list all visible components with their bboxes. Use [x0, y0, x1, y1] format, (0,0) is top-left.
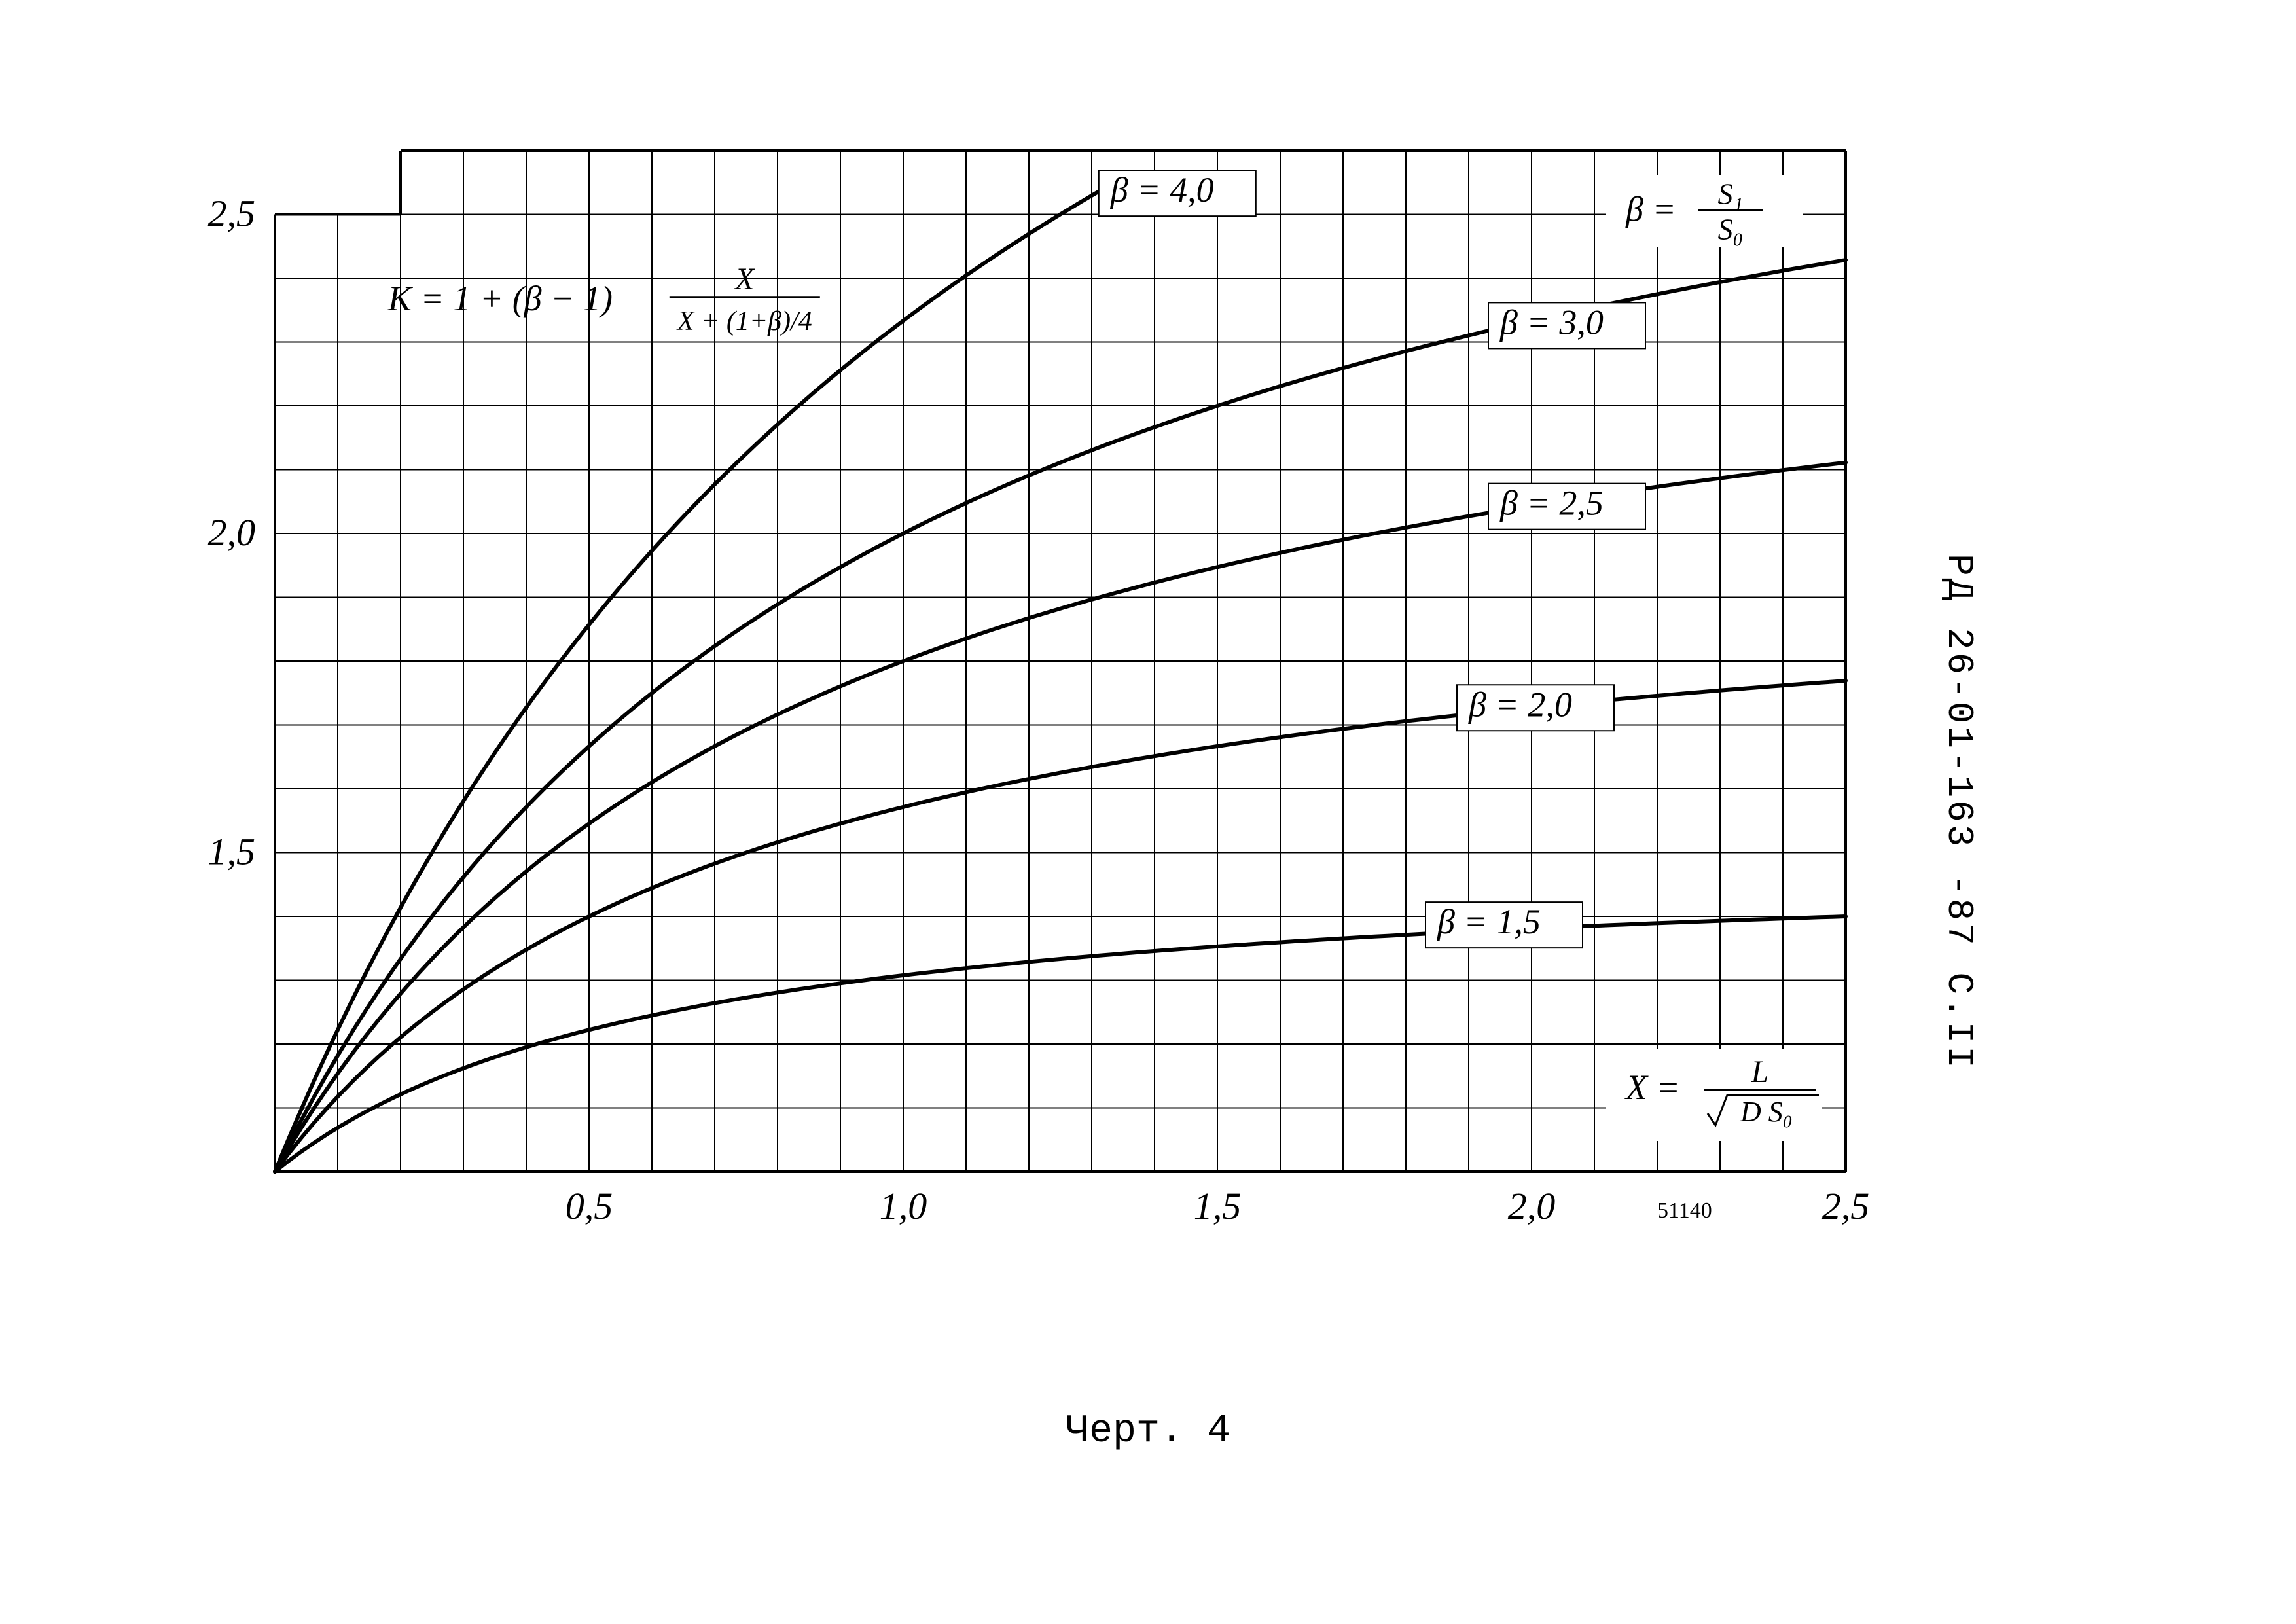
curve-label: β = 4,0: [1110, 170, 1214, 209]
svg-text:L: L: [1751, 1055, 1769, 1089]
y-tick-label: 1,5: [208, 831, 256, 873]
figure-caption: Черт. 4: [1066, 1409, 1230, 1454]
curve-label: β = 2,5: [1499, 484, 1604, 523]
svg-text:X: X: [734, 262, 755, 297]
svg-text:X + (1+β)/4: X + (1+β)/4: [676, 306, 812, 336]
svg-text:S₁: S₁: [1718, 177, 1744, 211]
chart-container: β = 4,0 β = 3,0 β = 2,5 β = 2,0 β = 1,5 1,5 2,…: [275, 151, 1846, 1254]
x-tick-label: 2,0: [1508, 1185, 1556, 1227]
svg-text:X =: X =: [1624, 1068, 1680, 1107]
x-tick-label: 0,5: [565, 1185, 613, 1227]
svg-text:S₀: S₀: [1718, 213, 1744, 246]
svg-text:β =: β =: [1625, 190, 1676, 229]
curve-label: β = 2,0: [1468, 685, 1572, 724]
x-tick-label: 1,5: [1194, 1185, 1242, 1227]
svg-text:K = 1 + (β − 1): K = 1 + (β − 1): [387, 279, 613, 318]
y-tick-label: 2,0: [208, 511, 256, 554]
chart-svg: β = 4,0 β = 3,0 β = 2,5 β = 2,0 β = 1,5 1,5 2,…: [275, 151, 1846, 1250]
x-tick-label: 2,5: [1822, 1185, 1870, 1227]
formula-beta: β = S₁S₀: [1606, 175, 1803, 247]
svg-text:D S₀: D S₀: [1740, 1096, 1793, 1128]
x-tick-label: 1,0: [880, 1185, 927, 1227]
formula-X: X = L D S₀: [1606, 1049, 1822, 1141]
page: β = 4,0 β = 3,0 β = 2,5 β = 2,0 β = 1,5 1,5 2,…: [0, 0, 2296, 1624]
curve-label: β = 3,0: [1499, 302, 1604, 342]
y-tick-label: 2,5: [208, 192, 256, 235]
drawing-number: 51140: [1657, 1199, 1712, 1223]
document-id-label: РД 26-01-163 -87 С.II: [1938, 554, 1980, 1071]
curve-label: β = 1,5: [1437, 902, 1541, 941]
